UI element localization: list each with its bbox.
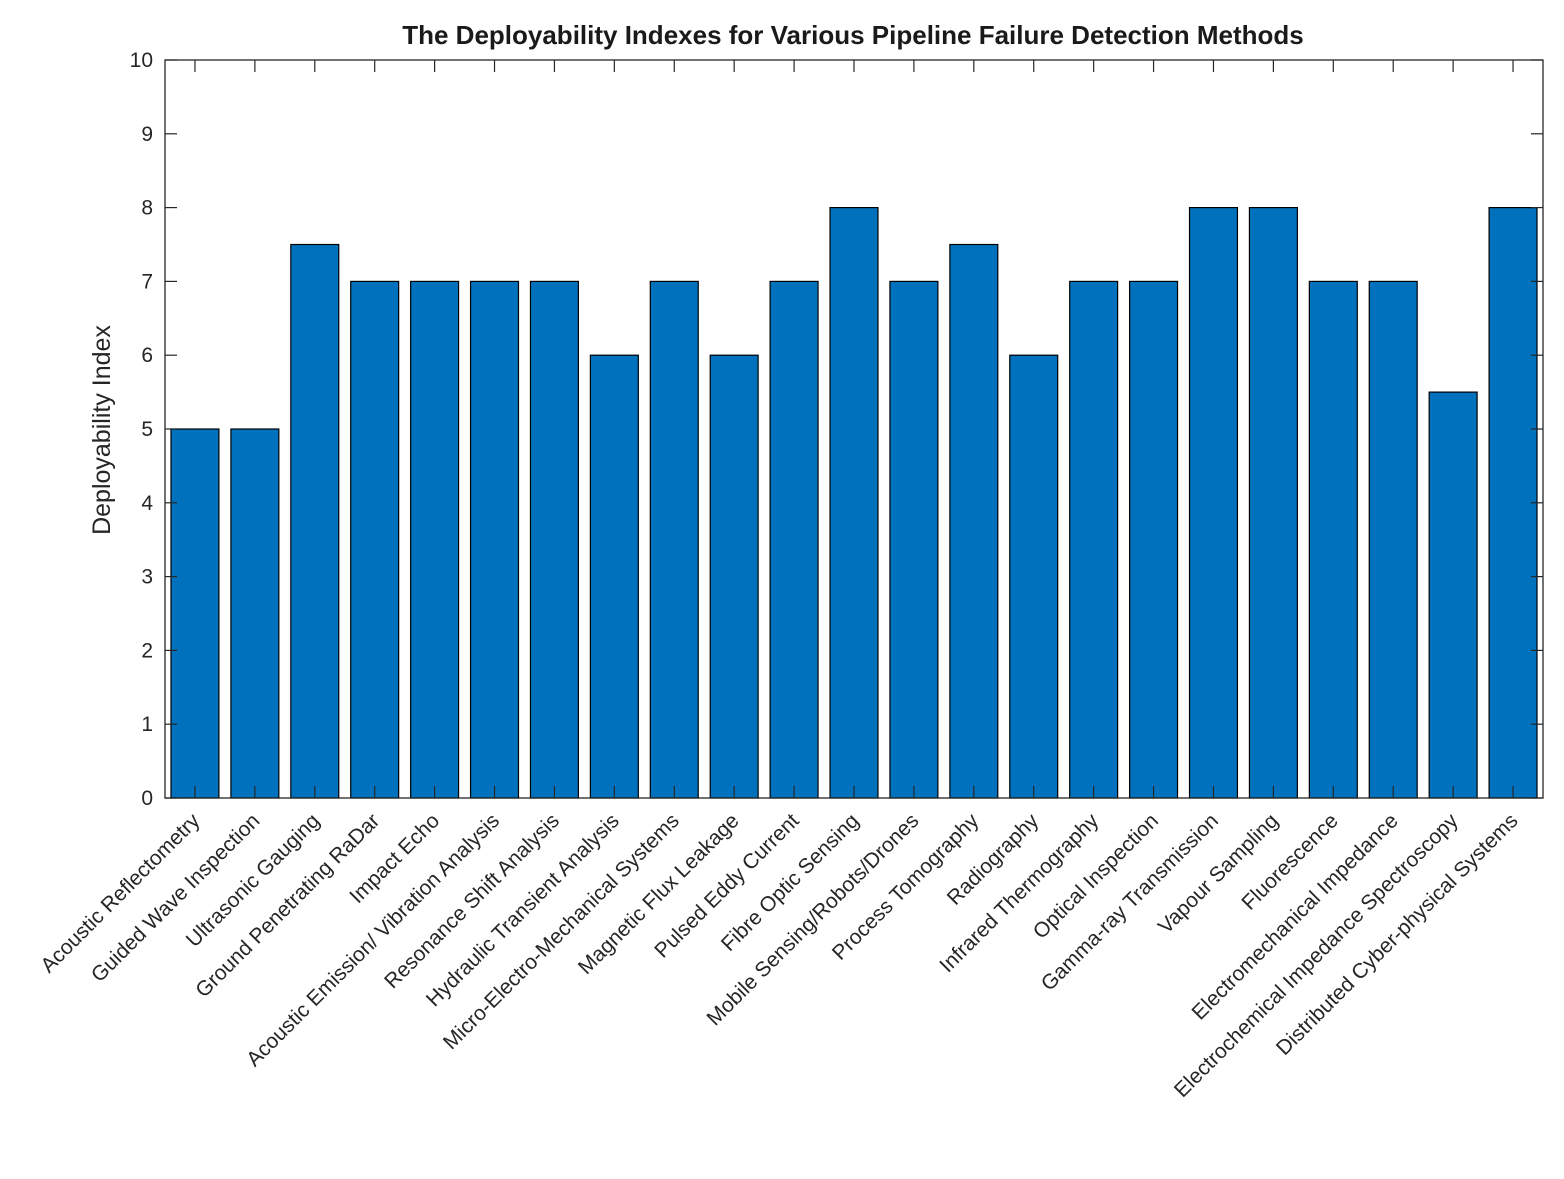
bar [589,354,639,799]
y-tick-label: 4 [141,492,153,515]
bar [410,280,460,799]
y-tick-label: 6 [141,344,153,367]
bar [1188,207,1239,799]
y-tick-label: 0 [141,787,153,810]
bars-layer [170,207,1538,799]
x-category-label: Electrochemical Impedance Spectroscopy [1170,809,1463,1102]
bar [1488,207,1538,799]
bar [1128,280,1179,799]
bar [1009,354,1059,799]
y-tick-label: 7 [141,270,153,293]
bar [1069,280,1119,799]
bar [170,428,220,799]
y-tick-label: 9 [141,123,153,146]
bar [649,280,699,799]
bar [1368,280,1418,799]
bar [709,354,759,799]
bar [1248,207,1298,799]
bar [829,207,879,799]
bar [1428,391,1478,799]
bar [1308,280,1358,799]
y-ticks-layer: 0 1 2 3 4 5 6 7 8 9 10 [130,49,1543,810]
bar [290,243,340,799]
y-tick-label: 10 [130,49,153,72]
y-tick-label: 2 [141,639,153,662]
chart-title: The Deployability Indexes for Various Pi… [402,20,1304,50]
y-tick-label: 8 [141,197,153,220]
bar [469,280,520,799]
bar [889,280,939,799]
y-tick-label: 1 [141,713,153,736]
y-tick-label: 5 [141,418,153,441]
bar [230,428,280,799]
bar [350,280,400,799]
bar [769,280,819,799]
y-axis-label: Deployability Index [88,325,116,535]
bar [949,243,999,799]
bar [529,280,579,799]
y-tick-label: 3 [141,566,153,589]
